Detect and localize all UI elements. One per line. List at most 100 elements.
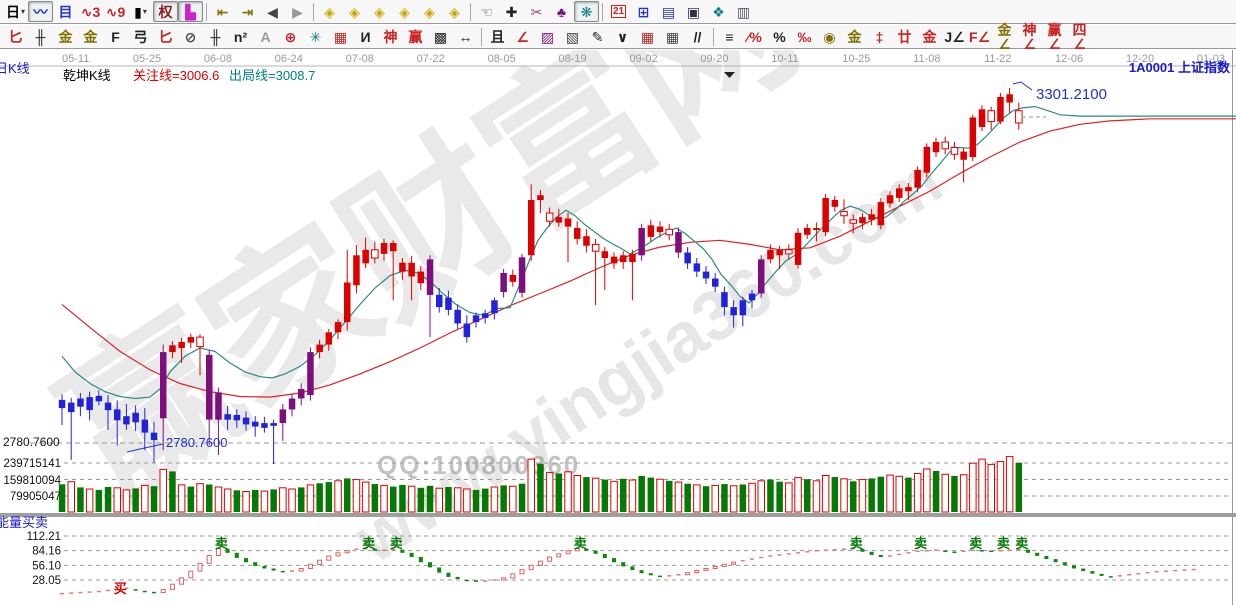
gann-box-button[interactable]: ▦ xyxy=(328,26,353,47)
percent-button[interactable]: % xyxy=(767,26,792,47)
width-measure-button[interactable]: ↔ xyxy=(453,26,478,47)
kline-style-button[interactable]: ▮ ▾ xyxy=(128,1,153,22)
gold-under-button[interactable]: 金 xyxy=(917,26,942,47)
wave-tool-button[interactable]: И xyxy=(353,26,378,47)
diamond-fit-all-icon: ◈ xyxy=(424,3,435,20)
save-button[interactable]: ▣ xyxy=(681,1,706,22)
energy-dash xyxy=(1118,575,1122,577)
grid-handle-button[interactable]: ▦ xyxy=(660,26,685,47)
candle-body xyxy=(445,297,452,310)
shen-slope-button[interactable]: 神∠ xyxy=(1017,23,1042,51)
candle-body xyxy=(500,273,507,293)
energy-dash xyxy=(382,549,386,551)
hand-tool-button[interactable]: ☜ xyxy=(474,1,499,22)
date-tick-label: 05-25 xyxy=(133,53,161,65)
hash-ruler-button[interactable]: ╫ xyxy=(203,26,228,47)
snowflake-button[interactable]: ✳ xyxy=(303,26,328,47)
ray-box-button[interactable]: ▨ xyxy=(535,26,560,47)
diamond-compress-button[interactable]: ◈ xyxy=(392,1,417,22)
next-page-button[interactable]: ▶ xyxy=(285,1,310,22)
candle-body xyxy=(555,217,563,223)
gold-slope-button[interactable]: 金∠ xyxy=(992,23,1017,51)
energy-bar xyxy=(703,568,709,572)
diamond-scroll-left-button[interactable]: ◈ xyxy=(317,1,342,22)
f-slope-button[interactable]: F∠ xyxy=(967,26,992,47)
last-page-button[interactable]: ⇥ xyxy=(235,1,260,22)
intraday-chart-button[interactable]: 〰 xyxy=(28,1,53,22)
diamond-expand-button[interactable]: ◈ xyxy=(367,1,392,22)
sell-signal-label: 卖 xyxy=(850,536,863,551)
candle-body xyxy=(242,417,250,425)
cut-tool-icon: ✂ xyxy=(530,3,543,20)
ray-fan-button[interactable]: ∠ xyxy=(510,26,535,47)
smart-brain-button[interactable]: ❋ xyxy=(574,1,599,22)
shen-indicator-button[interactable]: 神 xyxy=(378,26,403,47)
chart-canvas[interactable]: 赢家财富网www.yingjia360.comQQ:10080036005-11… xyxy=(0,50,1236,605)
permille-icon: ‰ xyxy=(797,28,812,45)
energy-bar xyxy=(547,556,553,562)
volume-bar xyxy=(242,491,250,513)
volume-bar xyxy=(252,489,259,512)
energy-bar xyxy=(1099,573,1104,576)
period-day-button[interactable]: 日 ▾ xyxy=(3,1,28,22)
calendar-button[interactable]: 21 xyxy=(606,1,631,22)
energy-bar xyxy=(326,555,332,561)
candle-body xyxy=(472,315,480,323)
min3-chart-button[interactable]: ∿3 xyxy=(78,1,103,22)
pencil-button[interactable]: ✎ xyxy=(585,26,610,47)
network-button[interactable]: ❖ xyxy=(706,1,731,22)
ray-grid-button[interactable]: ▧ xyxy=(560,26,585,47)
candle-body xyxy=(270,423,277,426)
candle-body xyxy=(104,402,112,411)
energy-dash xyxy=(980,549,984,552)
diamond-fit-all-button[interactable]: ◈ xyxy=(417,1,442,22)
scale-lines-button[interactable]: ≡ xyxy=(717,26,742,47)
compass-button[interactable]: ⊘ xyxy=(178,26,203,47)
gold-grid2-button[interactable]: 金 xyxy=(78,26,103,47)
volume-bar xyxy=(490,486,499,513)
si-slope-button[interactable]: 四∠ xyxy=(1067,23,1092,51)
zigzag-button[interactable]: ∨ xyxy=(610,26,635,47)
parallel-lines-button[interactable]: // xyxy=(685,26,710,47)
prev-page-button[interactable]: ◀ xyxy=(260,1,285,22)
calculator-button[interactable]: ⊞ xyxy=(631,1,656,22)
permille-button[interactable]: ‰ xyxy=(792,26,817,47)
grid-123-button[interactable]: ▩ xyxy=(428,26,453,47)
first-page-button[interactable]: ⇤ xyxy=(210,1,235,22)
board-view-button[interactable]: 目 xyxy=(53,1,78,22)
tree-indicator-button[interactable]: ♣ xyxy=(549,1,574,22)
percent-slope-button[interactable]: ∕% xyxy=(742,26,767,47)
n2-button[interactable]: n² xyxy=(228,26,253,47)
min9-chart-button[interactable]: ∿9 xyxy=(103,1,128,22)
volume-bar xyxy=(721,484,728,512)
j-slope-button[interactable]: J∠ xyxy=(942,26,967,47)
energy-dash xyxy=(676,574,681,576)
printer-button[interactable]: ▥ xyxy=(731,1,756,22)
ying-slope-button[interactable]: 赢∠ xyxy=(1042,23,1067,51)
target-circle-button[interactable]: ⊕ xyxy=(278,26,303,47)
angle-measure-button[interactable]: A xyxy=(253,26,278,47)
volume-pane-button[interactable]: ▙ xyxy=(178,1,203,22)
notepad-button[interactable]: ▤ xyxy=(656,1,681,22)
ying-indicator-button[interactable]: 赢 xyxy=(403,26,428,47)
rights-adjust-button[interactable]: 权 xyxy=(153,1,178,22)
band-box-button[interactable]: 廿 xyxy=(892,26,917,47)
cut-tool-button[interactable]: ✂ xyxy=(524,1,549,22)
energy-bar xyxy=(169,583,175,590)
whistle-grid-button[interactable]: 匕 xyxy=(153,26,178,47)
flame-marker-button[interactable]: ‡ xyxy=(867,26,892,47)
box-draw-button[interactable]: 且 xyxy=(485,26,510,47)
gold-grid-button[interactable]: 金 xyxy=(53,26,78,47)
gold-level-button[interactable]: 金 xyxy=(842,26,867,47)
gann-grid-button[interactable]: ▦ xyxy=(635,26,660,47)
diamond-scroll-right-button[interactable]: ◈ xyxy=(342,1,367,22)
f-grid-button[interactable]: F xyxy=(103,26,128,47)
gold-grid-icon: 金 xyxy=(58,28,73,45)
gong-grid-button[interactable]: 弓 xyxy=(128,26,153,47)
diamond-reset-button[interactable]: ◈ xyxy=(442,1,467,22)
energy-bar xyxy=(188,570,194,579)
crosshair-tool-button[interactable]: ✚ xyxy=(499,1,524,22)
signal-whistle-button[interactable]: 匕 xyxy=(3,26,28,47)
grid-ruler-button[interactable]: ╫ xyxy=(28,26,53,47)
gold-circle-button[interactable]: ◉ xyxy=(817,26,842,47)
